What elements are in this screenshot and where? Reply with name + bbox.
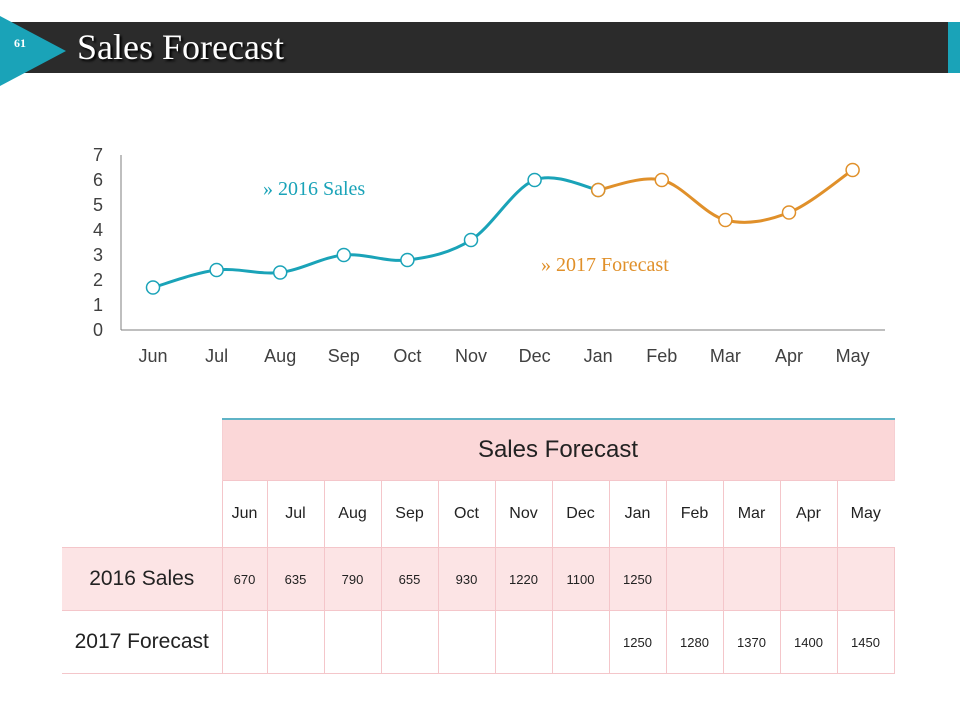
table-cell: 655 — [380, 547, 439, 611]
data-point-2016-sales — [463, 232, 479, 248]
table-cell — [665, 547, 724, 611]
month-header: Jun — [221, 480, 267, 548]
page-title: Sales Forecast — [77, 27, 284, 67]
x-axis-ticks: Jun Jul Aug Sep Oct Nov Dec Jan Feb Mar Apr May — [138, 346, 869, 366]
y-tick-label: 7 — [93, 145, 103, 165]
month-header: Apr — [779, 480, 837, 548]
x-tick-label: Jun — [138, 346, 167, 366]
month-header: Jan — [608, 480, 666, 548]
data-point-2017-forecast — [590, 182, 606, 198]
data-point-2016-sales — [336, 247, 352, 263]
table-cell — [380, 610, 439, 674]
table-cell — [323, 610, 382, 674]
row-label: 2017 Forecast — [62, 610, 223, 674]
table-cell: 1280 — [665, 610, 724, 674]
table-cell — [266, 610, 325, 674]
table-cell — [836, 547, 895, 611]
table-cell: 1250 — [608, 547, 667, 611]
table-cell: 1400 — [779, 610, 838, 674]
x-tick-label: Jul — [205, 346, 228, 366]
data-point-2017-forecast — [718, 212, 733, 228]
line-chart: 0 1 2 3 4 5 6 7 Jun Jul Aug Sep Oct Nov Dec Jan Feb Mar A… — [93, 145, 885, 366]
table-cell: 1220 — [494, 547, 553, 611]
month-header: Aug — [323, 480, 381, 548]
table-cell: 1370 — [722, 610, 781, 674]
x-tick-label: Oct — [393, 346, 421, 366]
y-tick-label: 5 — [93, 195, 103, 215]
table-row-2017-forecast: 2017 Forecast 1250 1280 1370 1400 1450 — [62, 610, 895, 674]
data-point-2017-forecast — [781, 205, 797, 220]
x-tick-label: Apr — [775, 346, 803, 366]
table-row-2016-sales: 2016 Sales 670 635 790 655 930 1220 1100… — [62, 547, 895, 611]
data-point-2017-forecast — [845, 162, 860, 178]
y-tick-label: 1 — [93, 295, 103, 315]
x-tick-label: Aug — [264, 346, 296, 366]
x-tick-label: Feb — [646, 346, 677, 366]
y-axis-ticks: 0 1 2 3 4 5 6 7 — [93, 145, 103, 340]
title-bar-accent — [948, 22, 960, 73]
sales-forecast-table: Sales Forecast Jun Jul Aug Sep Oct Nov D… — [62, 418, 895, 674]
data-point-2016-sales — [145, 280, 161, 295]
data-point-2016-sales — [209, 262, 224, 278]
series-points — [145, 162, 860, 295]
x-tick-label: Dec — [519, 346, 551, 366]
table-cell: 670 — [221, 547, 268, 611]
data-point-2016-sales — [527, 172, 542, 188]
table-cell — [221, 610, 268, 674]
table-cell: 1450 — [836, 610, 895, 674]
legend-2016-sales: » 2016 Sales — [263, 178, 365, 200]
month-header: Sep — [380, 480, 438, 548]
table-cell: 790 — [323, 547, 382, 611]
y-tick-label: 0 — [93, 320, 103, 340]
title-bar — [0, 22, 948, 73]
month-header: Mar — [722, 480, 780, 548]
month-header: Dec — [551, 480, 609, 548]
table-cell: 635 — [266, 547, 325, 611]
table-title: Sales Forecast — [221, 418, 895, 481]
table-cell: 1250 — [608, 610, 667, 674]
y-tick-label: 3 — [93, 245, 103, 265]
legend-2017-forecast: » 2017 Forecast — [541, 254, 669, 276]
data-point-2016-sales — [272, 265, 288, 280]
y-tick-label: 4 — [93, 220, 103, 240]
table-cell: 1100 — [551, 547, 610, 611]
table-cell — [722, 547, 781, 611]
table-cell — [494, 610, 553, 674]
month-header: Feb — [665, 480, 723, 548]
row-label: 2016 Sales — [62, 547, 223, 611]
table-cell: 930 — [437, 547, 496, 611]
x-tick-label: Jan — [584, 346, 613, 366]
month-header: Nov — [494, 480, 552, 548]
series-lines — [152, 168, 854, 289]
table-cell — [779, 547, 838, 611]
y-tick-label: 2 — [93, 270, 103, 290]
y-tick-label: 6 — [93, 170, 103, 190]
data-point-2016-sales — [400, 252, 415, 268]
slide-number: 61 — [14, 36, 26, 50]
data-point-2017-forecast — [654, 172, 670, 188]
month-header: Jul — [266, 480, 324, 548]
table-cell — [437, 610, 496, 674]
table-cell — [551, 610, 610, 674]
x-tick-label: May — [836, 346, 870, 366]
x-tick-label: Nov — [455, 346, 487, 366]
slide-number-badge — [0, 16, 66, 86]
month-header: May — [836, 480, 894, 548]
x-tick-label: Sep — [328, 346, 360, 366]
month-header: Oct — [437, 480, 495, 548]
x-tick-label: Mar — [710, 346, 741, 366]
